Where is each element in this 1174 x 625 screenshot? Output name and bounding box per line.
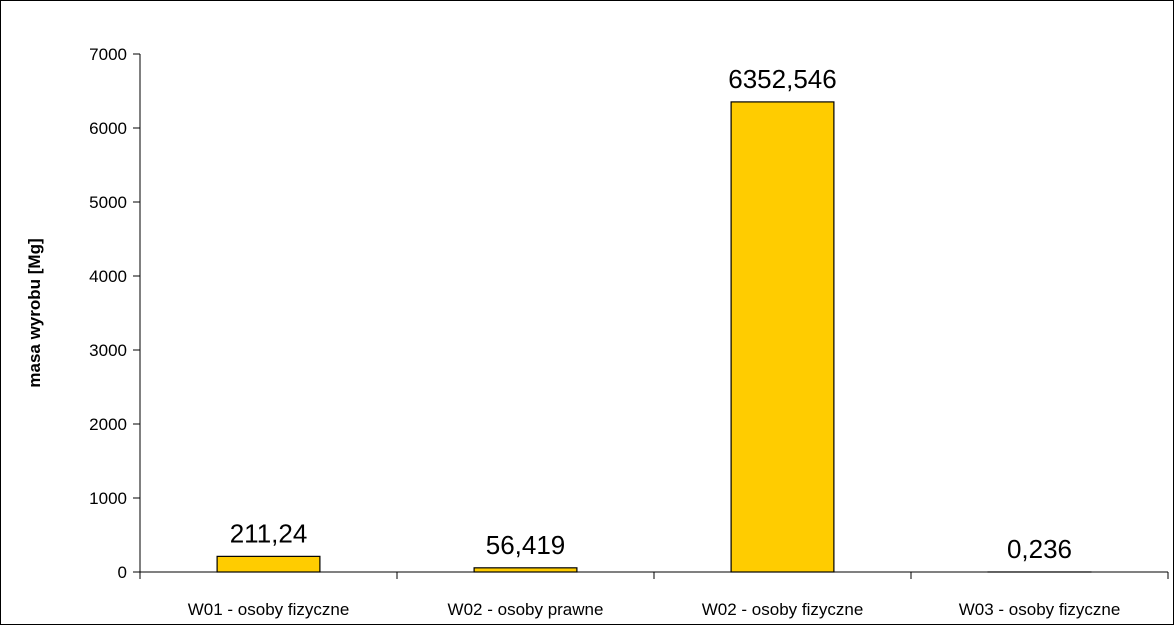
data-label: 0,236 (1007, 534, 1072, 564)
x-category-label: W03 - osoby fizyczne (959, 600, 1121, 619)
bars (216, 101, 1092, 573)
x-axis: W01 - osoby fizyczne W02 - osoby prawne W0… (139, 571, 1169, 619)
data-label: 6352,546 (728, 64, 836, 94)
x-category-label: W02 - osoby prawne (448, 600, 604, 619)
y-tick-label: 2000 (89, 415, 127, 434)
data-label: 56,419 (486, 530, 566, 560)
bar (473, 567, 578, 573)
data-label: 211,24 (230, 518, 308, 548)
y-tick-label: 6000 (89, 119, 127, 138)
y-axis-title: masa wyrobu [Mg] (25, 238, 44, 387)
bar (216, 555, 321, 573)
y-tick-label: 1000 (89, 489, 127, 508)
y-tick-label: 0 (118, 563, 127, 582)
x-category-label: W02 - osoby fizyczne (702, 600, 864, 619)
y-tick-label: 3000 (89, 341, 127, 360)
bar (730, 101, 835, 573)
y-tick-label: 7000 (89, 45, 127, 64)
y-tick-label: 4000 (89, 267, 127, 286)
y-tick-label: 5000 (89, 193, 127, 212)
x-category-label: W01 - osoby fizyczne (188, 600, 350, 619)
y-axis: 0 1000 2000 3000 4000 5000 6000 7000 (89, 45, 141, 582)
data-labels: 211,24 56,419 6352,546 0,236 (230, 64, 1072, 564)
